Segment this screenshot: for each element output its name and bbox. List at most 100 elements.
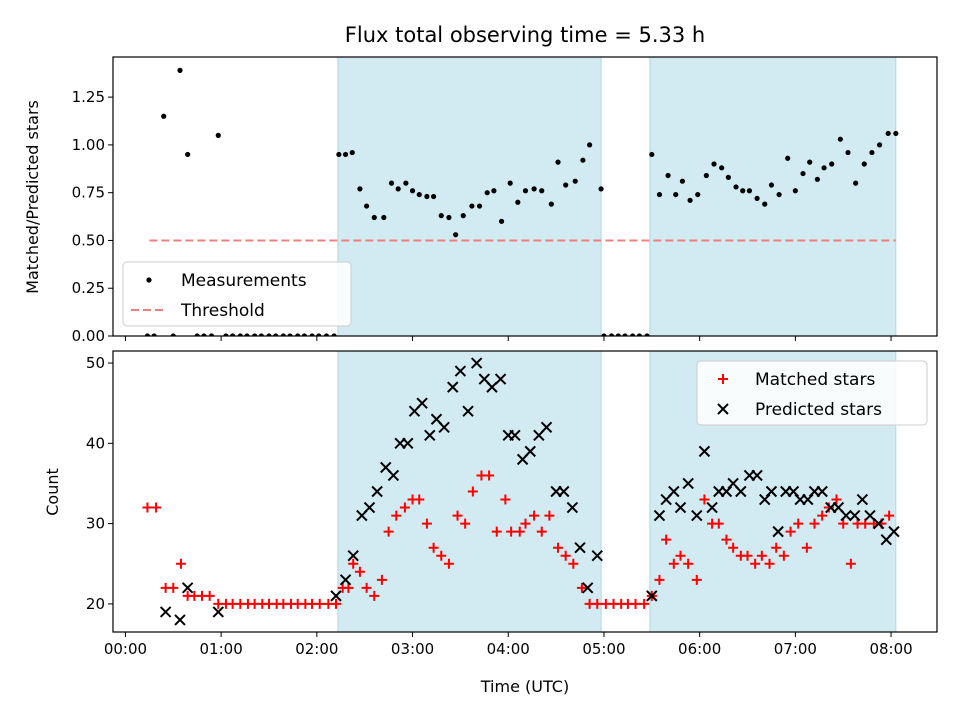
top-panel: 0.00 0.25 0.50 0.75 1.00 1.25 Measurements Thre… [72,56,938,345]
predicted-stars-point-65 [840,509,852,522]
matched-stars-point-28 [343,582,354,593]
predicted-stars-point-53 [751,469,763,482]
x-tick-label-0200: 02:00 [295,640,338,658]
predicted-stars-point-67 [856,493,869,506]
measurements-point-47 [484,190,490,196]
legend-label-2-2: Predicted stars [755,400,882,420]
predicted-stars-point-42 [668,485,680,498]
matched-stars-point-71 [668,558,679,569]
top-y-axis-label: Matched/Predicted stars [23,100,42,294]
measurements-point-86 [776,191,782,198]
legend-label-2-1: Matched stars [755,370,875,390]
measurements-point-95 [845,149,851,156]
predicted-stars-point-6 [339,574,352,586]
measurements-point-73 [679,178,686,184]
x-tick-label-0500: 05:00 [582,640,625,658]
y-tick-label-0.00: 0.00 [72,327,105,345]
y-tick-label-0.25: 0.25 [72,279,105,297]
measurements-point-15 [252,333,258,336]
measurements-point-36 [403,180,409,186]
predicted-stars-point-1 [159,606,172,618]
measurements-point-10 [215,132,221,138]
matched-stars-point-51 [514,526,525,537]
measurements-point-59 [580,157,586,163]
measurements-point-80 [733,184,739,190]
matched-stars-point-78 [721,534,732,545]
measurements-point-77 [711,161,717,167]
measurements-point-100 [885,130,891,137]
matched-stars-point-1 [142,502,153,513]
measurements-point-48 [491,188,497,194]
measurements-point-38 [416,191,422,198]
predicted-stars-point-56 [772,525,784,538]
data-points-2 [142,357,900,626]
measurements-point-89 [800,170,806,177]
y-tick-label-1.00: 1.00 [72,136,105,154]
measurements-point-8 [201,333,207,336]
predicted-stars-point-45 [691,509,703,522]
measurements-point-41 [438,213,444,219]
legend-swatch-1-1 [146,277,152,283]
matched-stars-point-57 [560,550,571,561]
legend-label-1-2: Threshold [180,301,265,321]
measurements-point-68 [644,333,650,336]
matched-stars-point-72 [675,550,686,561]
predicted-stars-point-62 [816,485,828,498]
predicted-stars-point-38 [591,550,603,562]
matched-stars-point-86 [778,550,789,561]
matched-stars-point-66 [630,598,641,609]
measurements-point-94 [837,136,843,142]
predicted-stars-point-4 [212,606,224,618]
matched-stars-point-4 [168,582,179,593]
matched-stars-point-54 [536,526,547,537]
matched-stars-point-40 [428,542,439,553]
matched-stars-point-58 [568,558,579,569]
matched-stars-point-52 [520,518,531,529]
data-points-1 [144,67,899,336]
matched-stars-point-2 [151,502,162,513]
predicted-stars-point-32 [540,421,553,433]
y-tick-label-20: 20 [86,595,105,613]
measurements-point-9 [208,333,215,336]
matched-stars-point-26 [330,598,341,609]
measurements-point-49 [498,218,505,224]
measurements-point-81 [740,188,746,194]
matched-stars-point-29 [348,558,359,569]
measurements-point-42 [446,214,452,221]
legend-2: Matched stars Predicted stars [696,360,928,426]
predicted-stars-point-20 [447,381,459,393]
y-tick-label-0.75: 0.75 [72,184,105,202]
y-tick-label-30: 30 [86,515,105,533]
matched-stars-point-48 [491,526,502,537]
measurements-point-13 [237,333,243,336]
matched-stars-point-9 [204,590,215,601]
measurements-point-96 [853,180,859,186]
matched-stars-point-56 [553,542,564,553]
measurements-point-65 [622,333,628,336]
predicted-stars-point-34 [558,485,570,498]
matched-stars-point-67 [639,598,650,609]
predicted-stars-point-66 [848,509,861,522]
matched-stars-point-92 [823,502,834,513]
predicted-stars-point-19 [438,421,450,433]
measurements-point-33 [381,214,387,221]
measurements-point-56 [555,159,561,165]
measurements-point-30 [357,186,363,192]
matched-stars-point-41 [436,550,447,561]
predicted-stars-point-9 [363,501,376,514]
matched-stars-point-73 [683,558,694,569]
measurements-point-57 [563,182,569,188]
measurements-point-61 [598,186,604,192]
matched-stars-point-91 [817,510,828,521]
predicted-stars-point-43 [674,501,687,514]
measurements-point-6 [185,151,191,158]
matched-stars-point-55 [544,510,555,521]
measurements-point-93 [829,161,835,167]
matched-stars-point-69 [654,574,665,585]
measurements-point-88 [792,188,798,194]
predicted-stars-point-26 [494,373,507,385]
measurements-point-99 [876,142,883,148]
matched-stars-point-35 [391,510,402,521]
matched-stars-point-75 [699,494,710,505]
panel-frame-1 [112,56,938,337]
